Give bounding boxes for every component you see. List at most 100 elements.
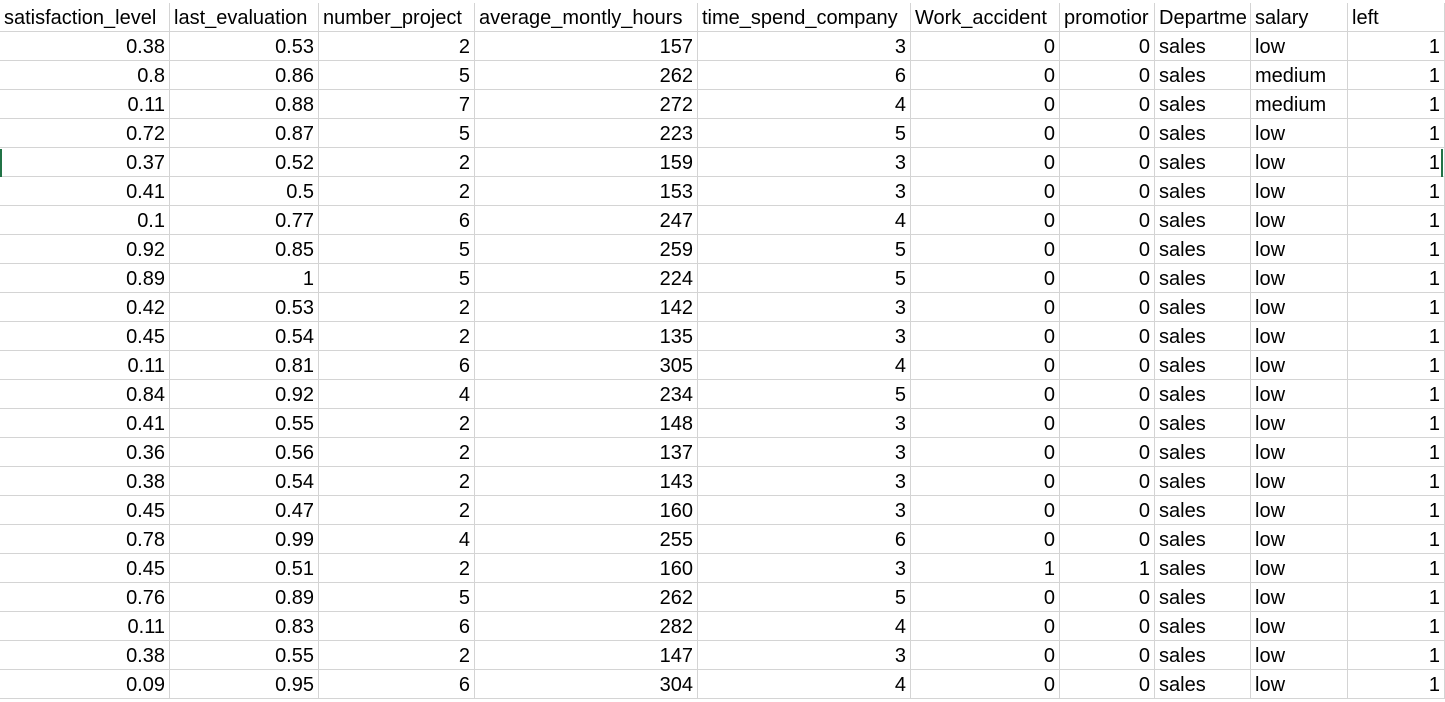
table-cell[interactable]: 1	[1348, 670, 1445, 699]
table-cell[interactable]: low	[1251, 293, 1348, 322]
table-cell[interactable]: 4	[698, 612, 911, 641]
table-cell[interactable]: 0.99	[170, 525, 319, 554]
table-cell[interactable]: 148	[475, 409, 698, 438]
table-cell[interactable]: low	[1251, 380, 1348, 409]
table-cell[interactable]: low	[1251, 264, 1348, 293]
table-cell[interactable]: 2	[319, 322, 475, 351]
table-cell[interactable]: 1	[1348, 496, 1445, 525]
table-cell[interactable]: 0.38	[0, 32, 170, 61]
table-cell[interactable]: 0.8	[0, 61, 170, 90]
table-cell[interactable]: 0	[911, 293, 1060, 322]
table-cell[interactable]: 3	[698, 496, 911, 525]
table-cell[interactable]: 1	[1348, 612, 1445, 641]
table-cell[interactable]: 0	[1060, 119, 1155, 148]
table-cell[interactable]: 0.38	[0, 641, 170, 670]
table-cell[interactable]: 1	[1348, 641, 1445, 670]
table-cell[interactable]: 0.55	[170, 409, 319, 438]
table-cell[interactable]: 1	[1348, 61, 1445, 90]
table-cell[interactable]: 0	[1060, 409, 1155, 438]
table-cell[interactable]: 2	[319, 554, 475, 583]
table-cell[interactable]: 0	[911, 438, 1060, 467]
table-cell[interactable]: 4	[319, 380, 475, 409]
table-cell[interactable]: 0.53	[170, 293, 319, 322]
table-cell[interactable]: 0	[911, 380, 1060, 409]
table-cell[interactable]: low	[1251, 641, 1348, 670]
table-cell[interactable]: 0.54	[170, 322, 319, 351]
table-cell[interactable]: 0.55	[170, 641, 319, 670]
table-cell[interactable]: 0	[1060, 293, 1155, 322]
table-cell[interactable]: 0.95	[170, 670, 319, 699]
table-cell[interactable]: 6	[319, 612, 475, 641]
table-cell[interactable]: 2	[319, 409, 475, 438]
table-cell[interactable]: 0.41	[0, 177, 170, 206]
table-cell[interactable]: 2	[319, 641, 475, 670]
table-cell[interactable]: 1	[911, 554, 1060, 583]
table-cell[interactable]: 0.78	[0, 525, 170, 554]
table-cell[interactable]: 1	[1348, 206, 1445, 235]
table-cell[interactable]: sales	[1155, 351, 1251, 380]
table-cell[interactable]: low	[1251, 177, 1348, 206]
table-cell[interactable]: low	[1251, 322, 1348, 351]
table-cell[interactable]: 5	[698, 235, 911, 264]
table-cell[interactable]: 5	[698, 583, 911, 612]
table-cell[interactable]: 3	[698, 641, 911, 670]
table-cell[interactable]: 272	[475, 90, 698, 119]
table-cell[interactable]: 1	[1348, 438, 1445, 467]
table-cell[interactable]: sales	[1155, 467, 1251, 496]
table-cell[interactable]: 2	[319, 496, 475, 525]
table-cell[interactable]: medium	[1251, 90, 1348, 119]
table-cell[interactable]: 0	[911, 525, 1060, 554]
table-cell[interactable]: 0.77	[170, 206, 319, 235]
column-header[interactable]: average_montly_hours	[475, 3, 698, 32]
table-cell[interactable]: sales	[1155, 90, 1251, 119]
table-cell[interactable]: low	[1251, 525, 1348, 554]
table-cell[interactable]: 0	[911, 322, 1060, 351]
table-cell[interactable]: 0.41	[0, 409, 170, 438]
table-cell[interactable]: 2	[319, 293, 475, 322]
table-cell[interactable]: sales	[1155, 380, 1251, 409]
table-cell[interactable]: 0	[911, 235, 1060, 264]
table-cell[interactable]: 0	[1060, 380, 1155, 409]
column-header[interactable]: Work_accident	[911, 3, 1060, 32]
table-cell[interactable]: sales	[1155, 177, 1251, 206]
table-cell[interactable]: 0	[1060, 61, 1155, 90]
table-cell[interactable]: low	[1251, 612, 1348, 641]
table-cell[interactable]: 0	[1060, 467, 1155, 496]
table-cell[interactable]: sales	[1155, 612, 1251, 641]
table-cell[interactable]: 0.38	[0, 467, 170, 496]
table-cell[interactable]: low	[1251, 438, 1348, 467]
table-cell[interactable]: 3	[698, 409, 911, 438]
table-cell[interactable]: 0.81	[170, 351, 319, 380]
table-cell[interactable]: 1	[1348, 554, 1445, 583]
table-cell[interactable]: 4	[698, 670, 911, 699]
table-cell[interactable]: 5	[319, 119, 475, 148]
table-cell[interactable]: 0	[911, 583, 1060, 612]
table-cell[interactable]: 1	[1348, 583, 1445, 612]
table-cell[interactable]: low	[1251, 583, 1348, 612]
table-cell[interactable]: 6	[698, 61, 911, 90]
table-cell[interactable]: 2	[319, 148, 475, 177]
table-cell[interactable]: 1	[1348, 380, 1445, 409]
table-cell[interactable]: 0.37	[0, 148, 170, 177]
column-header[interactable]: last_evaluation	[170, 3, 319, 32]
table-cell[interactable]: 0	[911, 409, 1060, 438]
table-cell[interactable]: low	[1251, 670, 1348, 699]
table-cell[interactable]: low	[1251, 496, 1348, 525]
table-cell[interactable]: 304	[475, 670, 698, 699]
table-cell[interactable]: 2	[319, 467, 475, 496]
table-cell[interactable]: sales	[1155, 583, 1251, 612]
table-cell[interactable]: 4	[698, 90, 911, 119]
table-cell[interactable]: 0.85	[170, 235, 319, 264]
table-cell[interactable]: 1	[1348, 264, 1445, 293]
table-cell[interactable]: 157	[475, 32, 698, 61]
table-cell[interactable]: 0	[1060, 235, 1155, 264]
table-cell[interactable]: 0	[911, 670, 1060, 699]
table-cell[interactable]: 7	[319, 90, 475, 119]
table-cell[interactable]: 2	[319, 32, 475, 61]
table-cell[interactable]: 3	[698, 32, 911, 61]
table-cell[interactable]: low	[1251, 409, 1348, 438]
column-header[interactable]: time_spend_company	[698, 3, 911, 32]
table-cell[interactable]: 0	[1060, 32, 1155, 61]
table-cell[interactable]: sales	[1155, 409, 1251, 438]
table-cell[interactable]: 0	[911, 612, 1060, 641]
